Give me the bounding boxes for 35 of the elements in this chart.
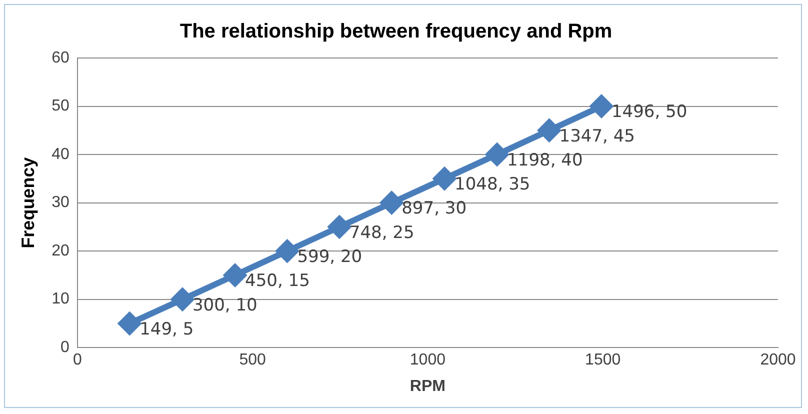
y-tick-label: 30 <box>52 194 70 212</box>
data-label: 599, 20 <box>297 246 362 267</box>
data-label: 1496, 50 <box>611 102 688 122</box>
x-tick-label: 1500 <box>585 352 621 369</box>
point <box>380 192 403 214</box>
data-label: 1347, 45 <box>559 126 635 146</box>
y-tick-label: 10 <box>52 290 70 308</box>
data-label: 1048, 35 <box>454 174 530 195</box>
chart-title: The relationship between frequency and Rpm <box>180 20 612 43</box>
point <box>276 240 298 262</box>
y-tick-label: 20 <box>52 242 70 260</box>
point <box>224 264 246 286</box>
data-label: 450, 15 <box>245 271 310 292</box>
x-axis-title: RPM <box>410 378 446 395</box>
y-tick-label: 50 <box>52 98 70 115</box>
point <box>118 312 141 334</box>
x-tick-label: 1000 <box>410 352 446 369</box>
point <box>434 168 456 190</box>
point <box>590 95 612 118</box>
data-label: 300, 10 <box>192 295 258 316</box>
point <box>486 144 508 166</box>
y-tick-label: 0 <box>60 339 70 356</box>
point <box>328 216 350 238</box>
y-tick-label: 60 <box>52 49 70 66</box>
data-label: 748, 25 <box>349 222 414 243</box>
point <box>538 119 560 142</box>
x-tick-label: 500 <box>239 352 266 369</box>
y-tick-label: 40 <box>52 146 70 163</box>
x-tick-label: 2000 <box>760 352 796 369</box>
data-label: 897, 30 <box>402 198 467 219</box>
point <box>171 288 194 310</box>
data-label: 149, 5 <box>140 319 194 340</box>
x-tick-label: 0 <box>72 352 82 369</box>
data-label: 1198, 40 <box>507 150 583 170</box>
y-axis-title: Frequency <box>18 157 38 248</box>
